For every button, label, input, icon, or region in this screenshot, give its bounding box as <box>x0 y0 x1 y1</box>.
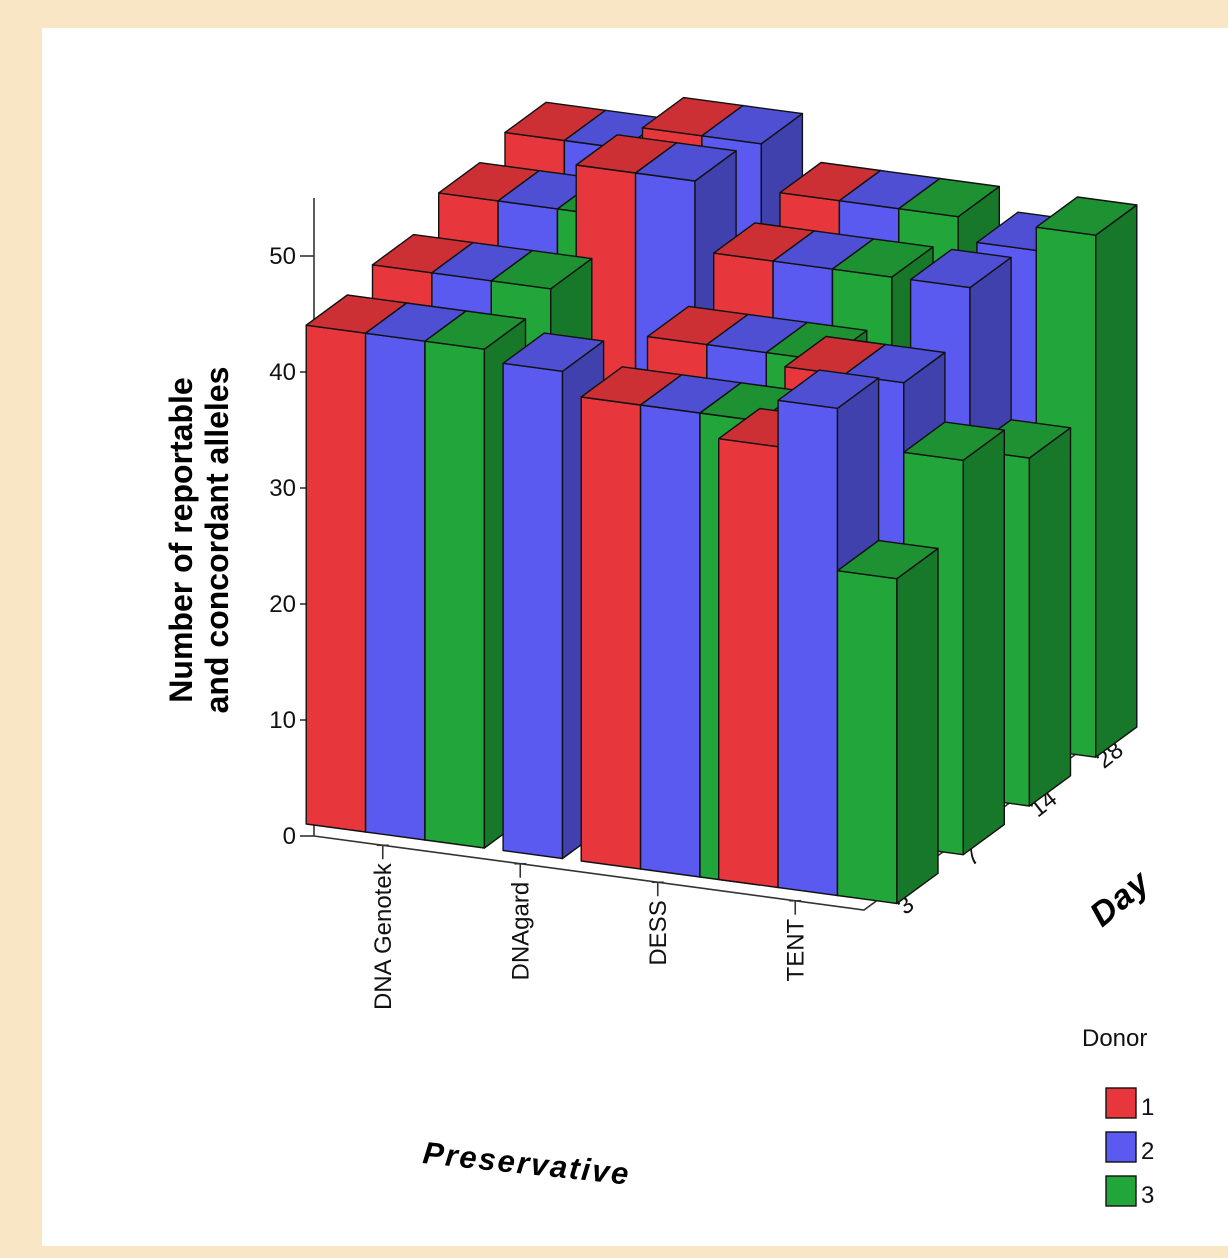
legend-label-2: 2 <box>1141 1138 1154 1165</box>
bar-3-0-2 <box>836 539 939 905</box>
legend-swatch-1 <box>1105 1087 1137 1119</box>
y-axis-title-line-1: Number of reportable <box>163 377 199 702</box>
bars-layer <box>305 96 1138 905</box>
y-tick-label-0: 0 <box>283 823 296 850</box>
legend-title: Donor <box>1082 1025 1147 1052</box>
x-tick-label-3: TENT <box>782 918 809 981</box>
y-axis-title-line-2: and concordant alleles <box>199 367 235 714</box>
x-axis-title: Preservative <box>421 1135 632 1192</box>
x-tick-label-2: DESS <box>645 900 672 965</box>
legend-item-2: 2 <box>1105 1131 1154 1165</box>
y-tick-label-2: 20 <box>269 591 296 618</box>
legend-item-1: 1 <box>1105 1087 1154 1121</box>
legend-label-3: 3 <box>1141 1182 1154 1209</box>
y-tick-label-4: 40 <box>269 359 296 386</box>
y-tick-label-3: 30 <box>269 475 296 502</box>
legend-swatch-3 <box>1105 1175 1137 1207</box>
legend: Donor 1 2 3 <box>1082 1025 1154 1209</box>
chart-panel: 0 10 20 30 40 50 DNA Genotek DNAgard DESS TENT 3 7 1… <box>42 28 1228 1246</box>
x-tick-label-1: DNAgard <box>507 882 534 981</box>
legend-swatch-2 <box>1105 1131 1137 1163</box>
legend-label-1: 1 <box>1141 1094 1154 1121</box>
y-tick-label-5: 50 <box>269 243 296 270</box>
z-axis-title: Day <box>1083 862 1158 934</box>
x-tick-label-0: DNA Genotek <box>370 862 397 1010</box>
legend-item-3: 3 <box>1105 1175 1154 1209</box>
y-tick-label-1: 10 <box>269 707 296 734</box>
